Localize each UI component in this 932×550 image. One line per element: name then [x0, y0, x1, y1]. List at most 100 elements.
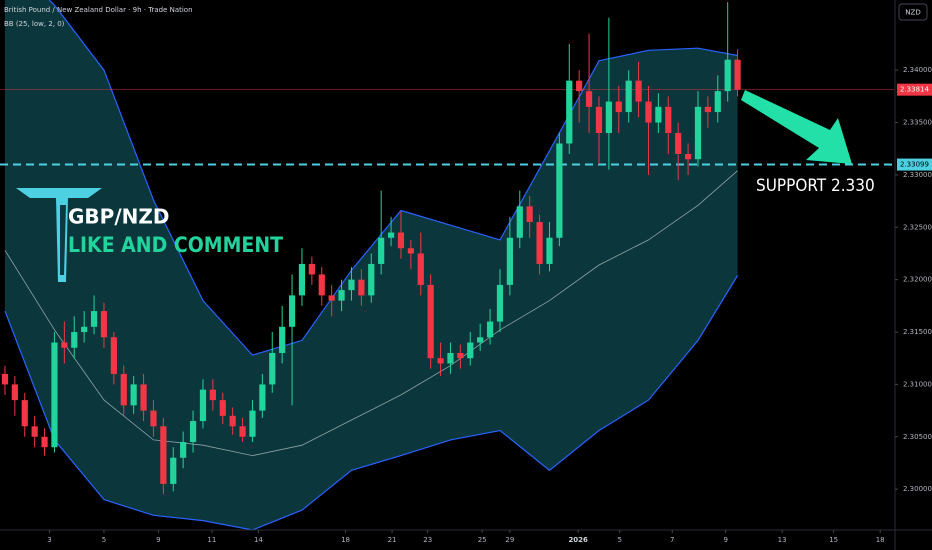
support-text: SUPPORT 2.330: [756, 176, 875, 196]
arrow: [741, 90, 852, 164]
y-tick-label: 2.34000: [903, 66, 932, 74]
candle-body: [1, 373, 9, 385]
y-tick-label: 2.30500: [903, 433, 932, 441]
candle-body: [378, 237, 385, 264]
y-tick-label: 2.30000: [903, 485, 932, 493]
candle-body: [625, 80, 632, 113]
candle-body: [358, 279, 365, 296]
candle-body: [348, 279, 355, 291]
candle-body: [645, 101, 652, 123]
currency-label[interactable]: NZD: [905, 9, 920, 17]
candle-body: [308, 263, 315, 275]
candle-body: [486, 321, 494, 338]
candle-body: [724, 59, 731, 92]
candle-body: [81, 326, 88, 333]
candle-body: [209, 389, 216, 401]
candle-body: [229, 415, 236, 427]
candle-body: [368, 263, 375, 296]
candle-body: [447, 352, 454, 364]
candle-body: [288, 295, 296, 327]
y-tick-label: 2.33000: [903, 171, 932, 179]
candle-body: [269, 352, 276, 385]
candle-body: [635, 80, 642, 102]
candle-body: [546, 237, 553, 264]
band-upper: [48, 0, 738, 356]
logo: [16, 188, 102, 282]
x-tick-label: 15: [829, 536, 838, 544]
x-tick-label: 9: [723, 536, 727, 544]
candle-body: [506, 237, 513, 285]
candle-body: [170, 457, 177, 484]
candle-body: [140, 384, 147, 411]
candle-body: [11, 384, 18, 401]
candle-body: [595, 106, 603, 134]
y-tick-label: 2.31000: [903, 380, 932, 388]
currency-box[interactable]: [898, 3, 928, 21]
logo-shape: [60, 205, 66, 275]
symbol-text: GBP/NZD: [68, 205, 169, 229]
candle-body: [71, 332, 78, 348]
candle-body: [150, 410, 157, 427]
candle-body: [467, 342, 474, 359]
candle-body: [219, 400, 226, 416]
candle-body: [120, 373, 127, 406]
x-tick-label: 23: [423, 536, 432, 544]
chart-title: British Pound / New Zealand Dollar · 9h …: [4, 6, 193, 14]
candle-body: [605, 101, 612, 134]
x-tick-label: 3: [47, 536, 51, 544]
candle-body: [298, 263, 306, 296]
candle-body: [61, 342, 68, 348]
candle-body: [130, 384, 137, 406]
x-tick-label: 14: [254, 536, 263, 544]
candle-body: [655, 106, 662, 123]
candle-body: [417, 253, 424, 285]
x-tick-label: 11: [207, 536, 216, 544]
x-tick-label: 2026: [568, 536, 588, 544]
candle-body: [259, 384, 266, 411]
candle-body: [437, 358, 444, 364]
plot-area: [0, 0, 895, 530]
band-basis: [4, 170, 738, 457]
last-price-box: [897, 83, 932, 96]
y-tick-label: 2.32500: [903, 223, 932, 231]
candle-body: [536, 222, 543, 264]
x-tick-label: 9: [156, 536, 160, 544]
x-tick-label: 5: [618, 536, 622, 544]
candle-body: [734, 59, 741, 90]
candle-body: [457, 352, 464, 359]
candle-body: [249, 410, 256, 437]
x-tick-label: 13: [778, 536, 787, 544]
candle-body: [576, 80, 583, 92]
candle-body: [714, 91, 721, 113]
x-tick-label: 7: [670, 536, 674, 544]
support-price-label: 2.33099: [900, 161, 929, 169]
candle-body: [387, 232, 395, 238]
candle-body: [160, 426, 167, 484]
candle-body: [338, 290, 345, 301]
candle-body: [90, 311, 98, 327]
candle-body: [566, 80, 573, 144]
y-tick-label: 2.32000: [903, 276, 932, 284]
candle-body: [189, 421, 197, 443]
candle-body: [556, 143, 563, 238]
candle-body: [31, 426, 38, 437]
last-price-label: 2.33814: [900, 86, 929, 94]
support-price-box: [897, 158, 932, 171]
candle-body: [684, 153, 692, 160]
x-tick-label: 25: [478, 536, 487, 544]
y-tick-label: 2.31500: [903, 328, 932, 336]
x-tick-label: 21: [388, 536, 397, 544]
candle-body: [21, 400, 28, 427]
candle-body: [615, 101, 622, 113]
y-tick-label: 2.33500: [903, 119, 932, 127]
candle-body: [516, 206, 523, 238]
candle-body: [496, 284, 504, 322]
candle-body: [180, 442, 187, 458]
band-lower: [4, 275, 739, 530]
x-tick-label: 5: [102, 536, 106, 544]
x-tick-label: 18: [341, 536, 350, 544]
candle-body: [397, 232, 405, 249]
x-tick-label: 29: [505, 536, 514, 544]
x-tick-label: 18: [876, 536, 885, 544]
